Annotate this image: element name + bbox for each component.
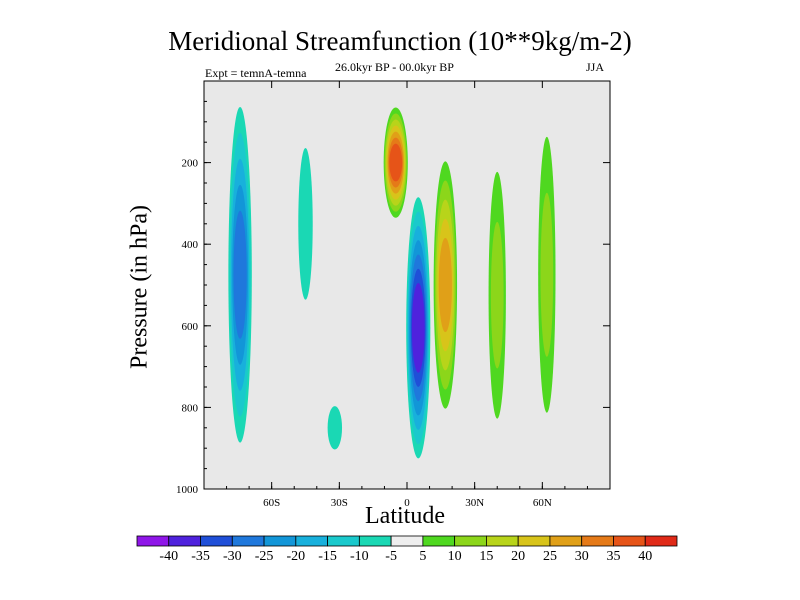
colorbar-label: 30 (575, 549, 589, 564)
colorbar-label: -35 (191, 549, 210, 564)
colorbar-swatch (168, 535, 201, 547)
colorbar-label: -30 (223, 549, 242, 564)
sh-high-lat-negative (228, 106, 252, 443)
season-label: JJA (586, 60, 605, 74)
colorbar-swatch (327, 535, 360, 547)
y-tick-label: 600 (182, 321, 199, 333)
y-tick-label: 800 (182, 402, 199, 414)
colorbar-label: -15 (318, 549, 337, 564)
axis-ticks: 60S 30S 0 30N 60N 200 400 600 800 1000 (176, 80, 611, 509)
colorbar-label: -40 (159, 549, 178, 564)
chart-subtitle: 26.0kyr BP - 00.0kyr BP (335, 60, 454, 74)
colorbar-label: -5 (385, 549, 397, 564)
colorbar-label: 20 (511, 549, 525, 564)
sh-midlat-negative-level-5 (298, 147, 313, 300)
colorbar-swatch (422, 535, 456, 547)
colorbar-swatch (295, 535, 328, 547)
contour-fields (228, 106, 556, 459)
upper-tropical-positive-level-35 (389, 143, 403, 182)
x-tick-label: 0 (404, 497, 410, 509)
x-tick-label: 30N (465, 497, 484, 509)
nh-tropical-positive (433, 161, 458, 409)
colorbar-label: -20 (286, 549, 305, 564)
sh-subtropical-negative-level-5 (327, 406, 343, 450)
colorbar-label: 25 (543, 549, 557, 564)
colorbar-swatch (454, 535, 487, 547)
colorbar-label: -10 (350, 549, 369, 564)
colorbar: -40 -35 -30 -25 -20 -15 -10 -5 5 10 15 20 25 30 35 40 (136, 535, 678, 564)
sh-high-lat-negative-level-25 (233, 210, 247, 339)
nh-tropical-positive-level-25 (438, 237, 452, 333)
upper-tropical-positive (383, 107, 408, 218)
y-tick-label: 400 (182, 239, 199, 251)
sh-subtropical-negative (327, 406, 343, 450)
sh-midlat-negative (298, 147, 313, 300)
colorbar-label: 5 (419, 549, 426, 564)
colorbar-swatch (136, 535, 170, 547)
colorbar-label: 15 (479, 549, 493, 564)
colorbar-swatch (517, 535, 551, 547)
colorbar-swatch (358, 535, 392, 547)
colorbar-label: 35 (606, 549, 620, 564)
colorbar-label: 10 (448, 549, 462, 564)
colorbar-swatch (263, 535, 297, 547)
x-tick-label: 60N (533, 497, 552, 509)
experiment-label: Expt = temnA-temna (205, 66, 307, 80)
tropical-negative-cell (406, 197, 431, 459)
colorbar-swatch (581, 535, 614, 547)
colorbar-label: 40 (638, 549, 652, 564)
x-tick-label: 60S (263, 497, 280, 509)
colorbar-label: -25 (255, 549, 274, 564)
nh-subtropical-positive-level-10 (490, 221, 504, 369)
colorbar-swatch (613, 535, 646, 547)
colorbar-swatch (486, 535, 519, 547)
nh-midlat-positive-level-10 (540, 192, 554, 357)
nh-subtropical-positive (488, 171, 506, 419)
x-axis-label: Latitude (365, 503, 445, 529)
tropical-negative-cell-level-35 (411, 283, 425, 373)
chart-title: Meridional Streamfunction (10**9kg/m-2) (168, 26, 632, 56)
y-tick-label: 1000 (176, 484, 199, 496)
x-tick-label: 30S (331, 497, 348, 509)
colorbar-swatch (644, 535, 678, 547)
colorbar-swatch (231, 535, 265, 547)
nh-midlat-positive (538, 136, 556, 413)
colorbar-swatch (549, 535, 583, 547)
y-tick-label: 200 (182, 158, 199, 170)
colorbar-swatch (390, 535, 424, 547)
colorbar-swatch (200, 535, 233, 547)
